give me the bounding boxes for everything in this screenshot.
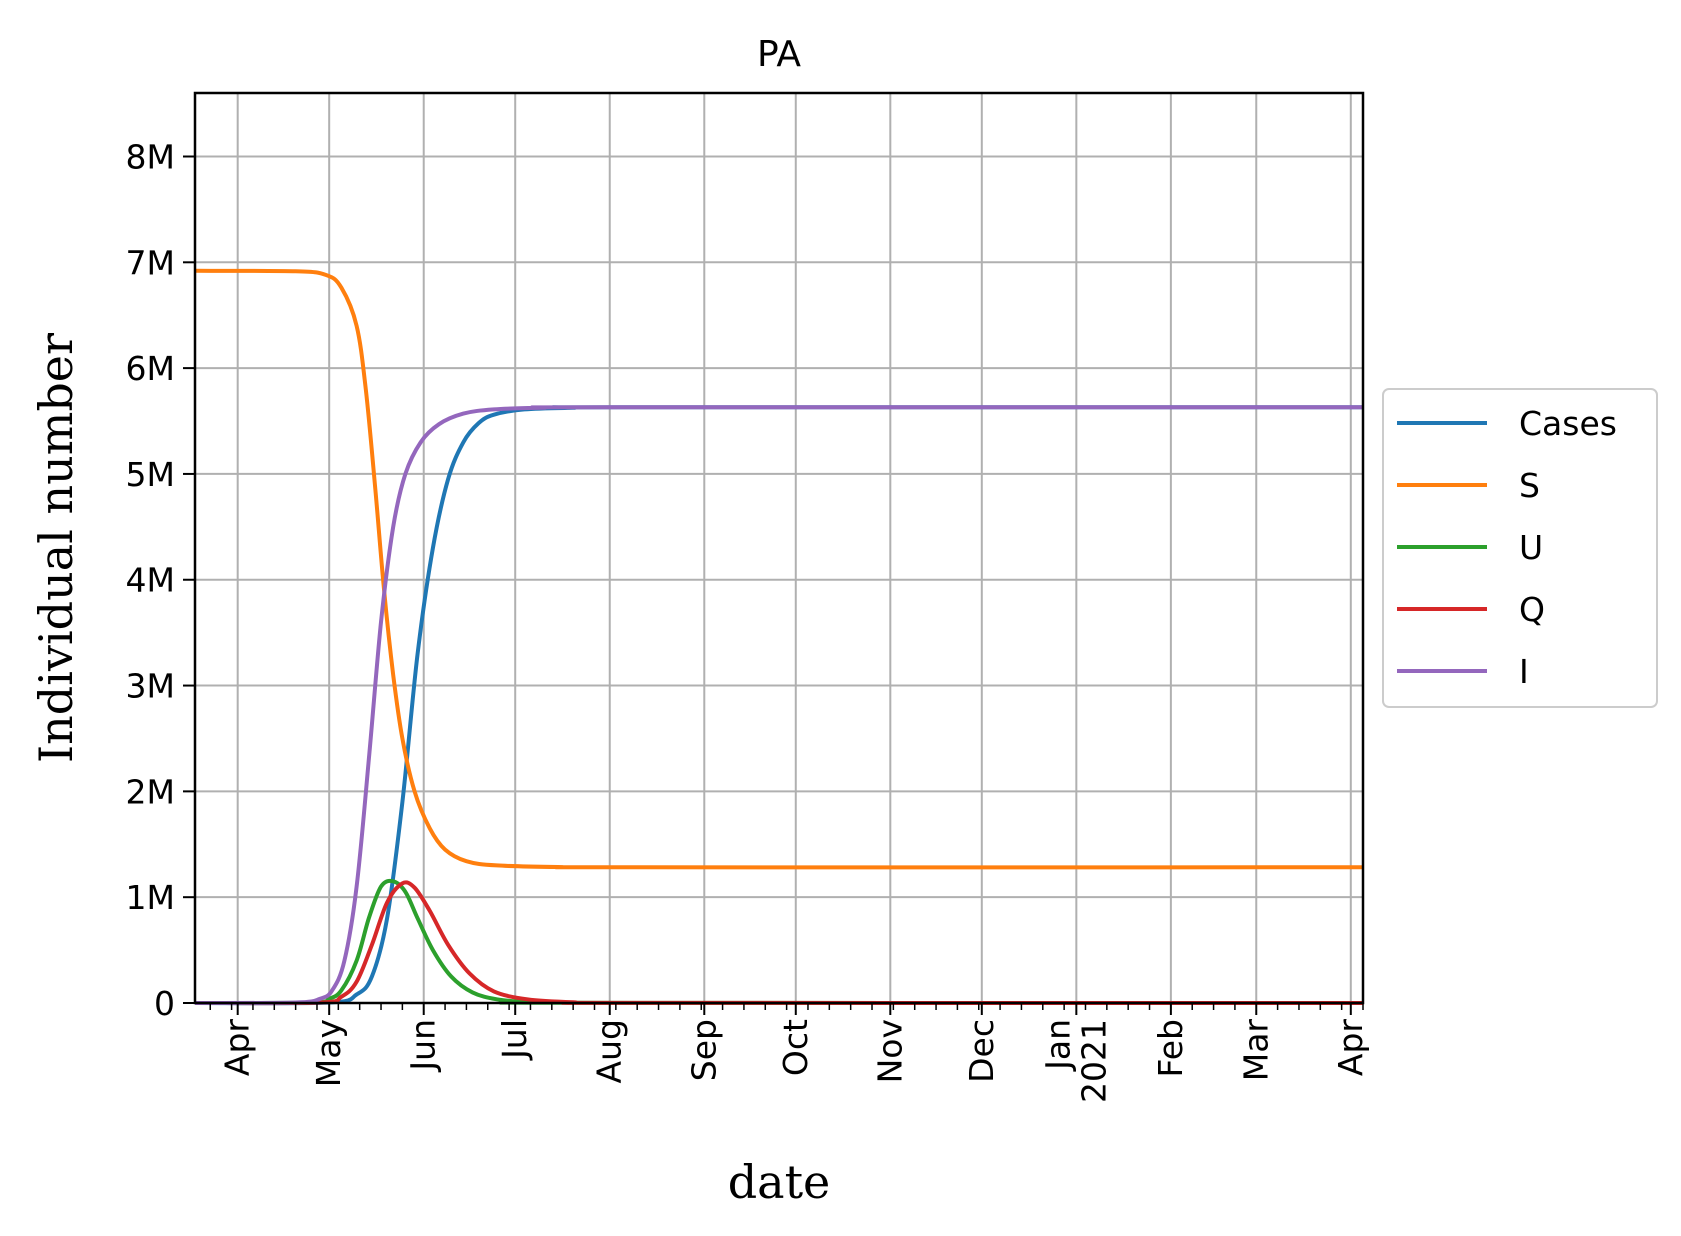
legend-box (1382, 388, 1658, 708)
series-line-s (194, 268, 1364, 870)
y-axis-label: Individual number (29, 333, 83, 763)
x-tick-label: Nov (870, 1019, 909, 1083)
x-tick-label: Sep (684, 1019, 723, 1081)
x-tick-label: Jul (495, 1019, 534, 1061)
y-tick-label: 4M (126, 561, 175, 600)
x-tick-label: Apr (218, 1019, 257, 1077)
legend-label: Q (1519, 590, 1545, 629)
plot-frame (193, 91, 1365, 1005)
x-tick-label: Feb (1151, 1019, 1190, 1077)
x-tick-label: Oct (776, 1019, 815, 1076)
y-axis-ticks: 0 1M 2M 3M 4M 5M 6M 7M 8M (126, 137, 195, 1023)
x-tick-label: May (309, 1019, 348, 1087)
legend-label: Cases (1519, 404, 1617, 443)
series-line-q (194, 880, 1364, 1006)
x-tick-label: Mar (1236, 1019, 1275, 1082)
y-tick-label: 7M (126, 243, 175, 282)
chart-title: PA (757, 34, 801, 75)
legend-label: U (1519, 528, 1543, 567)
x-tick-label: Jun (404, 1019, 443, 1073)
x-tick-label: Aug (590, 1019, 629, 1083)
y-tick-label: 5M (126, 455, 175, 494)
y-tick-label: 3M (126, 667, 175, 706)
y-tick-label: 6M (126, 349, 175, 388)
x-axis-label: date (728, 1155, 831, 1209)
y-tick-label: 2M (126, 772, 175, 811)
x-tick-label: Apr (1331, 1019, 1370, 1077)
series-lines (194, 268, 1364, 1006)
x-axis-ticks: Apr May Jun Jul Aug Sep Oct Nov Dec Jan2021 Feb Mar… (209, 1003, 1370, 1103)
x-tick-label: Dec (962, 1019, 1001, 1083)
x-tick-label: Jan2021 (1038, 1019, 1113, 1103)
y-tick-label: 0 (154, 984, 175, 1023)
legend-label: S (1519, 466, 1540, 505)
legend-label: I (1519, 652, 1529, 691)
y-tick-label: 8M (126, 137, 175, 176)
y-tick-label: 1M (126, 878, 175, 917)
series-line-i (194, 405, 1364, 1005)
